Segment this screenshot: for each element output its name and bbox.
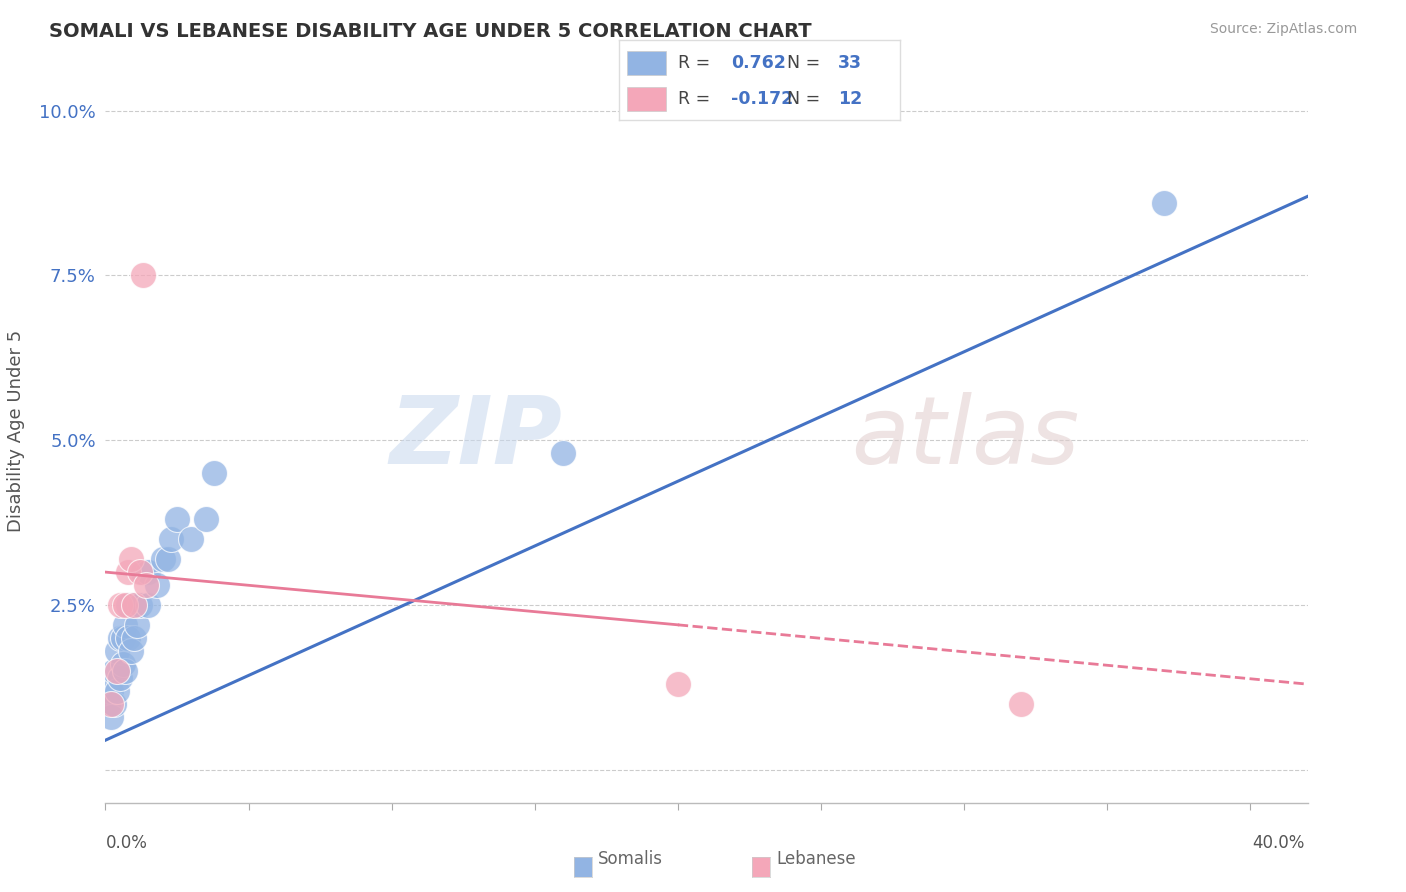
Point	[103, 664, 125, 678]
Point	[120, 644, 142, 658]
Point	[122, 631, 145, 645]
Text: 33: 33	[838, 54, 862, 71]
Point	[111, 631, 134, 645]
Text: 12: 12	[838, 90, 862, 108]
Text: 0.0%: 0.0%	[105, 834, 148, 852]
Point	[122, 598, 145, 612]
Point	[100, 697, 122, 711]
Text: 40.0%: 40.0%	[1253, 834, 1305, 852]
Point	[666, 677, 689, 691]
Point	[111, 657, 134, 672]
Text: ZIP: ZIP	[389, 392, 562, 483]
Point	[114, 664, 136, 678]
Point	[128, 598, 150, 612]
Point	[117, 631, 139, 645]
Point	[166, 512, 188, 526]
Point	[1010, 697, 1032, 711]
Point	[138, 598, 160, 612]
Point	[131, 268, 153, 283]
Text: Source: ZipAtlas.com: Source: ZipAtlas.com	[1209, 22, 1357, 37]
Point	[152, 552, 174, 566]
Text: Lebanese: Lebanese	[776, 850, 856, 868]
Bar	[627, 51, 666, 75]
Point	[100, 683, 122, 698]
Text: SOMALI VS LEBANESE DISABILITY AGE UNDER 5 CORRELATION CHART: SOMALI VS LEBANESE DISABILITY AGE UNDER …	[49, 22, 811, 41]
Text: 0.762: 0.762	[731, 54, 786, 71]
Point	[105, 683, 128, 698]
Point	[114, 617, 136, 632]
Point	[160, 532, 183, 546]
Point	[108, 631, 131, 645]
Point	[202, 467, 225, 481]
Y-axis label: Disability Age Under 5: Disability Age Under 5	[7, 329, 25, 532]
Text: N =: N =	[787, 90, 827, 108]
Point	[1153, 196, 1175, 211]
Point	[105, 644, 128, 658]
Point	[122, 598, 145, 612]
Point	[138, 565, 160, 579]
Text: R =: R =	[678, 90, 716, 108]
Point	[100, 710, 122, 724]
Text: atlas: atlas	[851, 392, 1078, 483]
Bar	[627, 87, 666, 111]
Point	[131, 565, 153, 579]
Point	[114, 598, 136, 612]
Point	[105, 664, 128, 678]
Point	[180, 532, 202, 546]
Point	[103, 697, 125, 711]
Point	[117, 565, 139, 579]
Point	[157, 552, 180, 566]
Point	[125, 617, 148, 632]
Text: -0.172: -0.172	[731, 90, 793, 108]
Point	[194, 512, 217, 526]
Point	[117, 598, 139, 612]
Point	[120, 552, 142, 566]
Point	[135, 578, 157, 592]
Text: N =: N =	[787, 54, 827, 71]
Point	[108, 671, 131, 685]
Point	[553, 446, 575, 460]
Text: Somalis: Somalis	[598, 850, 662, 868]
Point	[128, 565, 150, 579]
Text: R =: R =	[678, 54, 716, 71]
Point	[146, 578, 169, 592]
Point	[108, 598, 131, 612]
Point	[97, 697, 120, 711]
